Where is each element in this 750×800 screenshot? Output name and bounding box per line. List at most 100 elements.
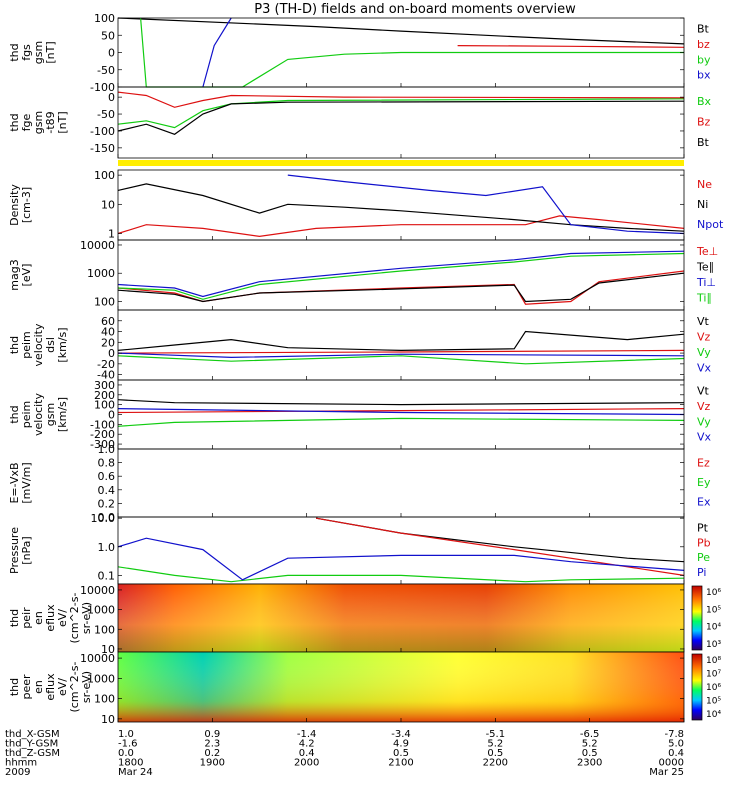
legend-entry-bt: Bt bbox=[697, 23, 710, 36]
series-line-ne bbox=[117, 215, 685, 238]
y-axis-label: gsm bbox=[32, 111, 45, 134]
ephemeris-value: 0.0 bbox=[118, 748, 134, 759]
ephemeris-value: -1.6 bbox=[118, 739, 138, 750]
ephemeris-value: 2000 bbox=[294, 758, 319, 769]
colorbar: 10⁸ 10⁷ 10⁶ 10⁵ 10⁴ bbox=[691, 653, 721, 721]
y-tick-label: 40 bbox=[101, 326, 115, 339]
y-axis-label: fge bbox=[20, 113, 33, 131]
y-axis-label: peer bbox=[20, 674, 33, 700]
y-axis-label: sr-eV) bbox=[80, 671, 93, 703]
y-tick-label: 50 bbox=[101, 29, 115, 42]
y-axis-label: gsm bbox=[44, 403, 57, 426]
panel-7: 1.00.80.60.40.20.0 E=-VxB [mV/m] Ez Ey Ex bbox=[8, 443, 711, 524]
y-tick-label: 0.0 bbox=[98, 511, 116, 524]
series-line-bx bbox=[202, 17, 232, 88]
y-tick-label: 300 bbox=[94, 379, 115, 392]
y-tick-label: 10.0 bbox=[91, 512, 116, 525]
series-line-vz bbox=[117, 349, 685, 354]
panel-frame bbox=[117, 516, 685, 585]
legend-entry-ni: Ni bbox=[697, 198, 708, 211]
y-axis-label: [mV/m] bbox=[20, 462, 33, 503]
series-line-pb bbox=[315, 517, 685, 576]
ephemeris-value: -7.8 bbox=[664, 729, 684, 740]
colorbar-label: 10⁴ bbox=[706, 710, 721, 720]
ephemeris-value: -5.1 bbox=[486, 729, 506, 740]
ephemeris-row-label: hhmm bbox=[5, 758, 37, 769]
panel-frame bbox=[117, 448, 685, 518]
colorbar: 10⁶ 10⁵ 10⁴ 10³ bbox=[691, 585, 721, 651]
legend-entry-pe: Pe bbox=[697, 551, 710, 564]
legend-entry-ti: Ti∥ bbox=[696, 292, 712, 305]
colorbar-label: 10⁶ bbox=[706, 588, 721, 598]
y-axis-label: eV/ bbox=[56, 678, 69, 696]
y-axis-label: velocity bbox=[32, 393, 45, 436]
figure-title: P3 (TH-D) fields and on-board moments ov… bbox=[254, 2, 576, 17]
y-tick-label: 1000 bbox=[87, 604, 115, 617]
panel-frame bbox=[117, 309, 685, 381]
panel-2: 0 -50 -100 -150 thd fge gsm -t89 [nT] Bx Bz Bt bbox=[8, 86, 712, 159]
y-tick-label: 0 bbox=[108, 47, 115, 60]
legend-entry-bz: bz bbox=[697, 38, 710, 51]
legend-entry-bt: Bt bbox=[697, 136, 710, 149]
ephemeris-value: 5.0 bbox=[668, 739, 684, 750]
y-tick-label: 0 bbox=[108, 409, 115, 422]
series-line-by bbox=[140, 17, 684, 88]
y-tick-label: 10000 bbox=[80, 239, 115, 252]
ephemeris-value: 0.5 bbox=[582, 748, 598, 759]
y-tick-label: 200 bbox=[94, 389, 115, 402]
series-line-ni bbox=[117, 183, 685, 232]
ephemeris-value: 5.2 bbox=[487, 739, 503, 750]
y-tick-label: 0.1 bbox=[98, 569, 116, 582]
series-line-vx bbox=[117, 408, 685, 416]
legend-entry-ez: Ez bbox=[697, 457, 710, 470]
y-axis-label: [km/s] bbox=[56, 327, 69, 362]
y-tick-label: 100 bbox=[94, 12, 115, 25]
legend-entry-vt: Vt bbox=[697, 385, 710, 398]
ephemeris-value: 2200 bbox=[483, 758, 508, 769]
y-axis-label: [nT] bbox=[56, 111, 69, 133]
y-axis-label: eflux bbox=[44, 604, 57, 632]
y-tick-label: -50 bbox=[97, 108, 115, 121]
y-tick-label: 20 bbox=[101, 336, 115, 349]
colorbar-scale bbox=[691, 653, 703, 721]
ephemeris-value: 2.3 bbox=[204, 739, 220, 750]
ephemeris-row-label: thd_Z-GSM bbox=[5, 748, 60, 759]
y-tick-label: -100 bbox=[90, 125, 115, 138]
ephemeris-row-label: 2009 bbox=[5, 767, 30, 778]
series-line-bz bbox=[457, 45, 685, 48]
colorbar-scale bbox=[691, 585, 703, 651]
series-line-ti bbox=[117, 252, 685, 300]
y-tick-label: 1 bbox=[108, 228, 115, 241]
ephemeris-value: 0.5 bbox=[487, 748, 503, 759]
y-tick-label: -100 bbox=[90, 81, 115, 94]
ephemeris-value: 4.2 bbox=[299, 739, 315, 750]
y-tick-label: 0 bbox=[108, 91, 115, 104]
ephemeris-value: 0.9 bbox=[204, 729, 220, 740]
ephemeris-value: 0.5 bbox=[393, 748, 409, 759]
ephemeris-value: 1800 bbox=[118, 758, 143, 769]
panel-9: 10⁶ 10⁵ 10⁴ 10³ 10000 1000 100 10 thd peir en eflux… bbox=[8, 583, 721, 656]
y-tick-label: -200 bbox=[90, 428, 115, 441]
y-tick-label: 10 bbox=[101, 198, 115, 211]
y-axis-label: peim bbox=[20, 401, 33, 429]
y-axis-label: dsl bbox=[44, 337, 57, 353]
series-line-te bbox=[117, 272, 685, 303]
y-axis-label: thd bbox=[8, 113, 21, 131]
y-axis-label: Pressure bbox=[8, 527, 21, 574]
legend-entry-npot: Npot bbox=[697, 218, 724, 231]
y-tick-label: 0 bbox=[108, 347, 115, 360]
y-tick-label: -20 bbox=[97, 358, 115, 371]
spectrogram-overlay bbox=[118, 584, 684, 652]
series-line-bx bbox=[117, 98, 685, 129]
y-tick-label: 60 bbox=[101, 315, 115, 328]
colorbar-label: 10⁴ bbox=[706, 623, 721, 633]
series-line-bt bbox=[117, 17, 685, 45]
legend-entry-ey: Ey bbox=[697, 476, 711, 489]
y-axis-label: eV/ bbox=[56, 609, 69, 627]
ephemeris-value: -1.4 bbox=[297, 729, 317, 740]
series-line-vx bbox=[117, 352, 685, 359]
series-line-vy bbox=[117, 355, 685, 365]
